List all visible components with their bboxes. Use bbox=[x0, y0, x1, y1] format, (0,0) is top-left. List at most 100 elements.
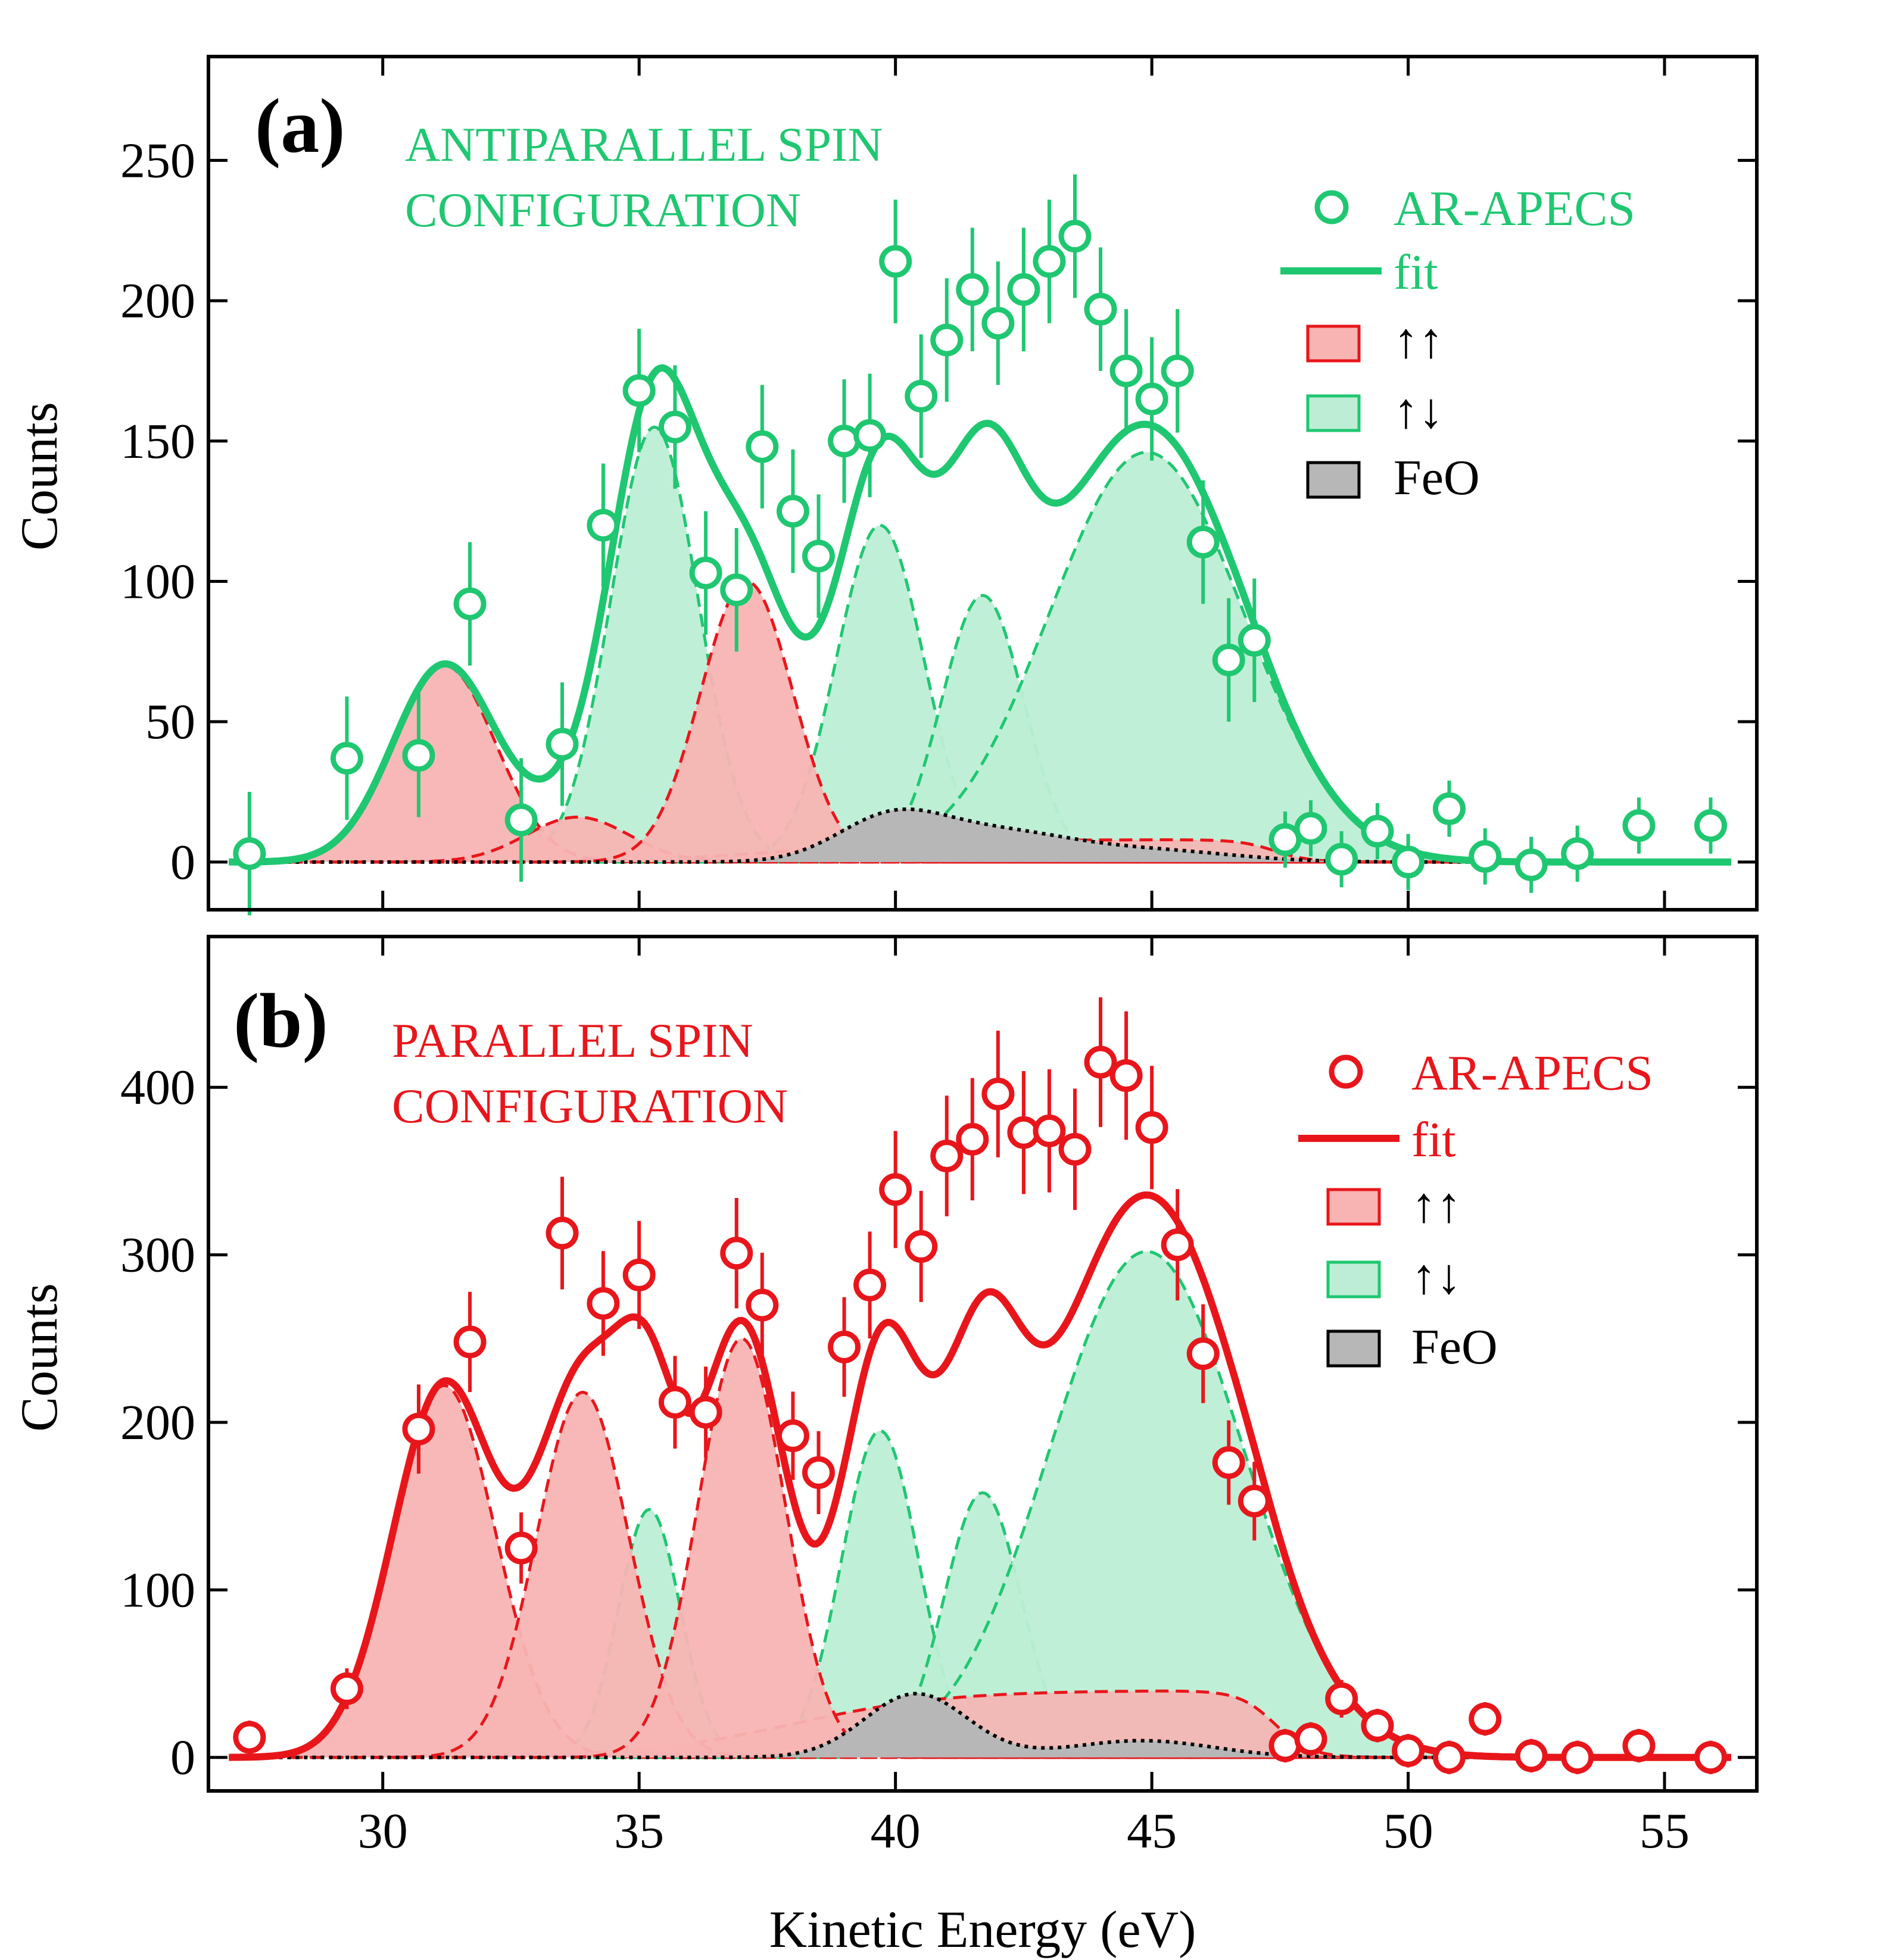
data-point bbox=[1469, 1702, 1502, 1736]
data-point bbox=[233, 1721, 266, 1754]
panel-b-config-line1: PARALLEL SPIN bbox=[392, 1013, 753, 1068]
updown-peak-area bbox=[229, 1251, 1732, 1758]
data-point bbox=[504, 803, 538, 837]
legend-label-fit: fit bbox=[1394, 245, 1438, 300]
panel-a-components bbox=[227, 364, 1732, 866]
panel-a-axes: 0 50 100 150 200 250 bbox=[120, 55, 1759, 912]
upup-peak-area bbox=[229, 817, 1732, 862]
data-point bbox=[546, 728, 579, 761]
data-point bbox=[930, 1140, 964, 1173]
data-point bbox=[1135, 1111, 1168, 1144]
data-point bbox=[1469, 839, 1502, 873]
legend-marker-icon bbox=[1314, 190, 1349, 224]
updown-peak-area bbox=[229, 452, 1732, 862]
data-point bbox=[1294, 1722, 1327, 1756]
data-point bbox=[658, 1385, 691, 1419]
data-point bbox=[802, 539, 836, 573]
data-point bbox=[746, 430, 779, 463]
y-tick-label: 0 bbox=[170, 835, 195, 890]
data-point bbox=[853, 419, 887, 452]
data-point bbox=[956, 273, 989, 306]
data-point bbox=[1694, 1741, 1728, 1774]
data-point bbox=[802, 1456, 836, 1489]
y-tick-label: 0 bbox=[170, 1730, 195, 1786]
data-point bbox=[905, 1230, 938, 1263]
data-point bbox=[853, 1268, 887, 1302]
data-point bbox=[1361, 1709, 1394, 1742]
fit-curve bbox=[227, 1191, 1732, 1761]
legend-label-fit: fit bbox=[1411, 1112, 1456, 1168]
data-point bbox=[622, 1258, 656, 1291]
panel-a-ylabel: Counts bbox=[11, 402, 68, 550]
data-point bbox=[1109, 354, 1143, 388]
legend-upup-swatch bbox=[1306, 324, 1361, 363]
y-tick-label: 50 bbox=[145, 694, 195, 750]
legend-label-data: AR-APECS bbox=[1394, 181, 1635, 236]
data-point bbox=[1084, 292, 1117, 326]
data-point bbox=[1392, 1734, 1425, 1767]
legend-marker-icon bbox=[1329, 1054, 1363, 1089]
data-point bbox=[1561, 1741, 1594, 1774]
data-point bbox=[402, 1412, 435, 1446]
panel-a-config-line2: CONFIGURATION bbox=[405, 183, 801, 237]
data-point bbox=[1361, 814, 1394, 848]
data-point bbox=[1294, 812, 1327, 845]
updown-peak-area bbox=[229, 595, 1732, 862]
data-point bbox=[453, 1325, 487, 1359]
data-point bbox=[1622, 1729, 1656, 1762]
legend-label-upup: ↑↑ bbox=[1411, 1178, 1461, 1233]
panel-a-config-line1: ANTIPARALLEL SPIN bbox=[405, 117, 883, 171]
data-point bbox=[720, 573, 753, 607]
data-point bbox=[689, 1396, 722, 1429]
data-point bbox=[689, 556, 722, 589]
data-point bbox=[905, 379, 938, 413]
data-point bbox=[1325, 1682, 1358, 1715]
feo-line bbox=[229, 807, 1731, 864]
data-point bbox=[1432, 792, 1466, 825]
y-tick-label: 100 bbox=[120, 1562, 195, 1618]
data-point bbox=[1514, 848, 1548, 882]
feo-area bbox=[229, 1693, 1732, 1758]
y-tick-label: 150 bbox=[120, 414, 195, 469]
data-point bbox=[1058, 1132, 1092, 1166]
legend-label-updown: ↑↓ bbox=[1411, 1249, 1461, 1304]
upup-peak-area bbox=[229, 665, 1732, 862]
x-tick-label: 35 bbox=[614, 1803, 664, 1859]
data-point bbox=[1392, 845, 1425, 879]
panel-a-legend: AR-APECS fit ↑↑ ↑↓ FeO bbox=[1280, 181, 1635, 505]
data-point bbox=[1135, 382, 1168, 416]
data-point bbox=[828, 425, 861, 458]
feo-area bbox=[229, 809, 1732, 862]
upup-background-area bbox=[229, 1691, 1732, 1758]
x-tick-label: 55 bbox=[1639, 1803, 1690, 1859]
data-point bbox=[1084, 1045, 1117, 1079]
legend-updown-swatch bbox=[1306, 394, 1361, 432]
data-point bbox=[1212, 643, 1245, 676]
legend-label-feo: FeO bbox=[1394, 450, 1480, 505]
panel-b-data-points bbox=[233, 997, 1728, 1774]
data-point bbox=[930, 323, 964, 357]
updown-peak-area bbox=[229, 427, 1732, 862]
data-point bbox=[1622, 809, 1656, 842]
data-point bbox=[1033, 245, 1066, 278]
data-point bbox=[1033, 1114, 1066, 1147]
data-point bbox=[330, 1672, 363, 1705]
y-tick-label: 200 bbox=[120, 1395, 195, 1450]
panel-b-config-line2: CONFIGURATION bbox=[392, 1079, 788, 1133]
data-point bbox=[453, 587, 487, 620]
y-tick-label: 300 bbox=[120, 1228, 195, 1283]
data-point bbox=[879, 245, 912, 278]
data-point bbox=[402, 739, 435, 772]
x-tick-label: 30 bbox=[358, 1803, 408, 1859]
upup-peak-area bbox=[229, 1385, 1732, 1758]
data-point bbox=[1109, 1059, 1143, 1093]
y-tick-label: 400 bbox=[120, 1060, 195, 1115]
plot-frame bbox=[207, 935, 1759, 1793]
y-tick-label: 200 bbox=[120, 273, 195, 329]
data-point bbox=[1007, 273, 1040, 306]
plot-frame bbox=[207, 55, 1759, 912]
updown-peak-area bbox=[229, 1493, 1732, 1758]
data-point bbox=[587, 508, 620, 542]
data-point bbox=[1561, 837, 1594, 870]
data-point bbox=[1186, 1337, 1220, 1371]
